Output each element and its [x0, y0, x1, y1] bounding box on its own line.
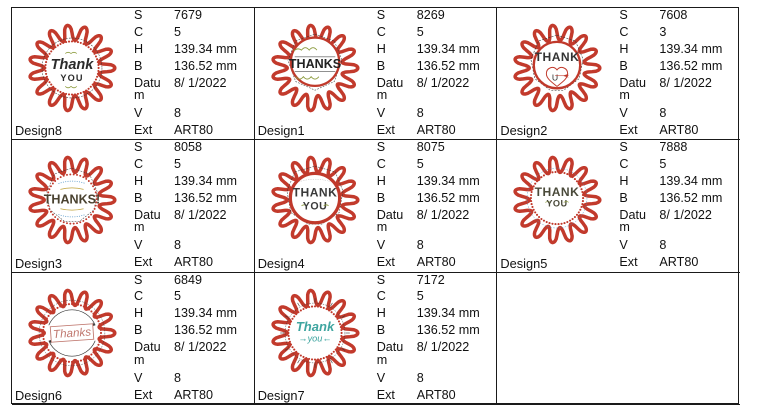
svg-text:THANK: THANK	[535, 50, 580, 64]
svg-text:→you←: →you←	[298, 333, 331, 343]
svg-text:YOU: YOU	[60, 73, 83, 83]
svg-text:THANKS: THANKS	[289, 57, 341, 71]
svg-text:THANK: THANK	[535, 185, 580, 199]
svg-text:Thank: Thank	[51, 57, 95, 73]
svg-text:THANKS!: THANKS!	[44, 193, 100, 207]
svg-text:U: U	[552, 73, 558, 83]
svg-text:THANK: THANK	[292, 186, 337, 200]
svg-text:YOU: YOU	[547, 199, 568, 209]
svg-text:Thanks: Thanks	[53, 325, 92, 341]
svg-text:YOU: YOU	[302, 201, 326, 213]
svg-text:Thank: Thank	[296, 319, 335, 334]
